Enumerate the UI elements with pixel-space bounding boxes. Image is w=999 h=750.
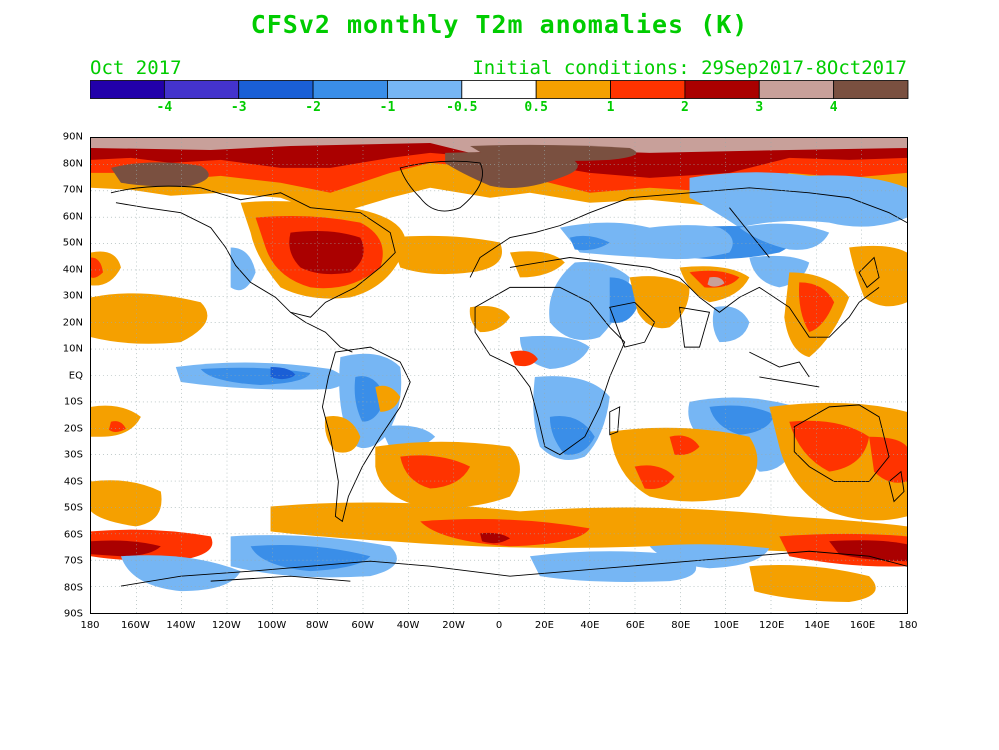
latitude-tick-label: 40N: [62, 264, 83, 275]
longitude-tick-label: 140W: [166, 620, 196, 631]
latitude-tick-label: 10N: [62, 343, 83, 355]
colorbar-swatch: [312, 80, 388, 99]
latitude-tick-label: 60S: [63, 529, 83, 540]
colorbar-swatch: [163, 80, 240, 99]
latitude-tick-label: 20S: [63, 423, 83, 434]
colorbar-tick-label: 0.5: [524, 100, 548, 115]
longitude-tick-label: 100W: [257, 620, 287, 631]
longitude-tick-label: 60E: [625, 620, 645, 631]
anomaly-fill: [91, 138, 907, 603]
graticule: [91, 138, 907, 613]
longitude-tick-label: 140E: [804, 620, 830, 631]
longitude-tick-label: 160E: [849, 620, 876, 631]
chart-title: CFSv2 monthly T2m anomalies (K): [250, 10, 749, 39]
latitude-tick-label: 70S: [63, 555, 83, 567]
colorbar-tick-label: -1: [379, 100, 396, 115]
colorbar: [90, 80, 909, 99]
longitude-tick-label: 0: [495, 620, 503, 631]
latitude-tick-label: 50S: [63, 502, 83, 514]
longitude-tick-label: 80W: [305, 620, 329, 631]
colorbar-swatch: [387, 80, 463, 99]
latitude-tick-label: 40S: [63, 476, 83, 487]
colorbar-tick-label: 4: [829, 100, 838, 115]
longitude-tick-label: 120E: [758, 620, 785, 631]
longitude-tick-label: 120W: [211, 620, 241, 631]
latitude-tick-label: 60N: [62, 211, 83, 222]
latitude-tick-label: EQ: [68, 370, 83, 381]
latitude-tick-label: 30N: [62, 290, 83, 302]
colorbar-tick-label: -2: [305, 100, 321, 115]
colorbar-swatch: [461, 80, 537, 99]
latitude-tick-label: 80N: [62, 158, 83, 169]
longitude-tick-label: 180: [80, 620, 100, 631]
colorbar-tick-label: 2: [680, 100, 689, 115]
longitude-tick-label: 40E: [580, 620, 600, 631]
longitude-tick-label: 20W: [442, 620, 465, 631]
valid-month: Oct 2017: [90, 57, 182, 79]
latitude-tick-label: 90N: [62, 131, 83, 143]
latitude-tick-label: 70N: [62, 184, 83, 196]
latitude-tick-label: 10S: [63, 396, 83, 408]
colorbar-swatch: [535, 80, 611, 99]
colorbar-tick-label: -3: [230, 100, 247, 115]
longitude-tick-label: 80E: [671, 620, 691, 631]
latitude-tick-label: 90S: [63, 608, 83, 620]
longitude-tick-label: 60W: [351, 620, 374, 631]
colorbar-swatch: [90, 80, 165, 99]
latitude-tick-label: 50N: [62, 237, 83, 249]
anomaly-map: [90, 137, 908, 614]
initial-conditions: Initial conditions: 29Sep2017-8Oct2017: [472, 57, 907, 79]
colorbar-tick-label: 1: [606, 100, 615, 115]
colorbar-tick-label: 3: [755, 100, 764, 115]
latitude-tick-label: 80S: [63, 582, 83, 593]
longitude-tick-label: 160W: [120, 620, 150, 631]
colorbar-swatch: [610, 80, 686, 99]
latitude-tick-label: 20N: [62, 317, 83, 328]
colorbar-tick-label: -4: [156, 100, 173, 115]
longitude-tick-label: 40W: [396, 620, 420, 631]
longitude-tick-label: 100E: [713, 620, 739, 631]
colorbar-tick-label: -0.5: [446, 100, 478, 115]
colorbar-swatch: [758, 80, 835, 99]
longitude-tick-label: 20E: [534, 620, 554, 631]
colorbar-swatch: [238, 80, 314, 99]
latitude-tick-label: 30S: [63, 449, 83, 461]
colorbar-swatch: [684, 80, 760, 99]
colorbar-swatch: [833, 80, 909, 99]
longitude-tick-label: 180: [898, 620, 918, 631]
coastlines: [110, 160, 907, 587]
